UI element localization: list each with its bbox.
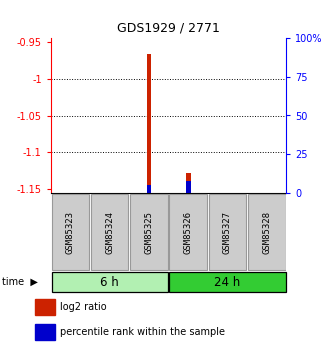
Bar	[146, 185, 151, 193]
FancyBboxPatch shape	[248, 194, 286, 270]
Text: GSM85326: GSM85326	[184, 210, 193, 254]
FancyBboxPatch shape	[130, 194, 168, 270]
Bar	[186, 180, 191, 193]
Text: percentile rank within the sample: percentile rank within the sample	[60, 327, 225, 337]
Bar	[35, 299, 55, 315]
Text: GSM85328: GSM85328	[262, 210, 271, 254]
Text: time  ▶: time ▶	[2, 277, 38, 287]
FancyBboxPatch shape	[169, 194, 207, 270]
Text: GSM85324: GSM85324	[105, 210, 114, 254]
FancyBboxPatch shape	[91, 194, 128, 270]
Text: GSM85323: GSM85323	[66, 210, 75, 254]
Text: 6 h: 6 h	[100, 276, 119, 288]
FancyBboxPatch shape	[209, 194, 246, 270]
FancyBboxPatch shape	[169, 272, 286, 292]
Text: log2 ratio: log2 ratio	[60, 302, 107, 312]
Text: 24 h: 24 h	[214, 276, 240, 288]
Text: GSM85325: GSM85325	[144, 210, 153, 254]
Bar	[35, 324, 55, 340]
Text: GSM85327: GSM85327	[223, 210, 232, 254]
Bar	[186, 173, 191, 193]
FancyBboxPatch shape	[51, 272, 168, 292]
FancyBboxPatch shape	[51, 194, 89, 270]
Bar	[146, 53, 151, 193]
Text: GDS1929 / 2771: GDS1929 / 2771	[117, 21, 220, 34]
